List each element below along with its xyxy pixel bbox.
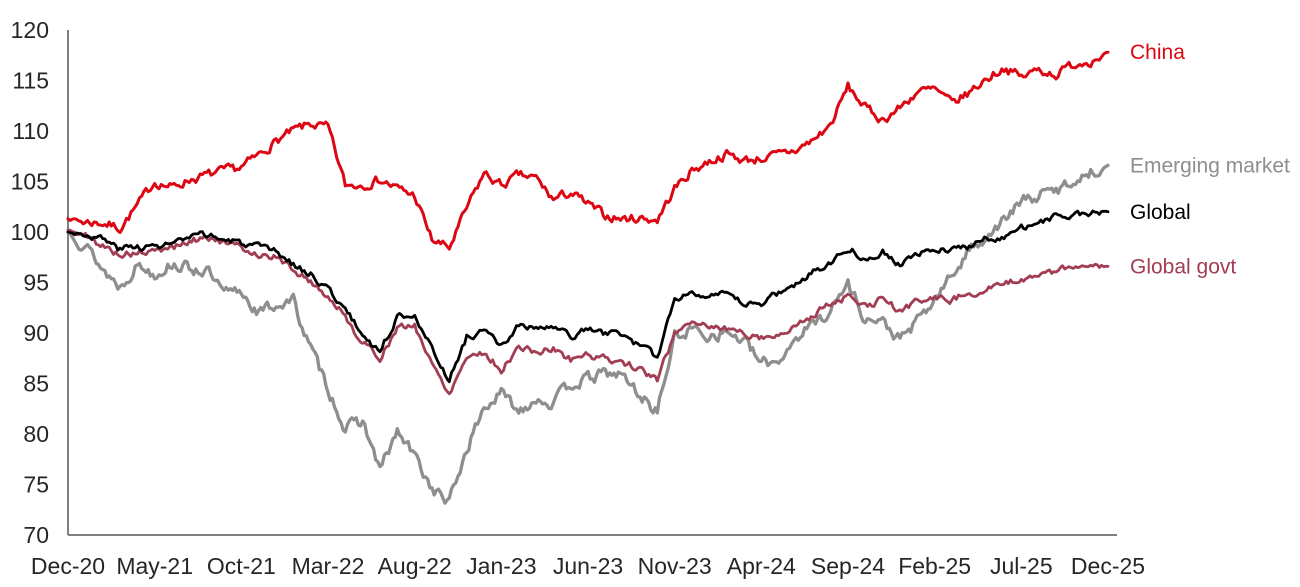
x-tick-label-sep-24: Sep-24 bbox=[811, 553, 885, 579]
y-tick-label-85: 85 bbox=[23, 371, 49, 397]
y-tick-label-100: 100 bbox=[11, 219, 49, 245]
x-tick-label-aug-22: Aug-22 bbox=[378, 553, 452, 579]
x-tick-label-oct-21: Oct-21 bbox=[207, 553, 276, 579]
series-line-global-govt bbox=[66, 228, 1110, 396]
x-tick-label-nov-23: Nov-23 bbox=[638, 553, 712, 579]
x-tick-label-may-21: May-21 bbox=[116, 553, 193, 579]
legend-label-global: Global bbox=[1130, 201, 1191, 224]
y-tick-label-75: 75 bbox=[23, 472, 49, 498]
series-line-global bbox=[66, 209, 1110, 384]
series-line-emerging-market bbox=[66, 163, 1110, 505]
x-tick-label-apr-24: Apr-24 bbox=[727, 553, 796, 579]
legend-label-global-govt: Global govt bbox=[1130, 255, 1236, 278]
y-tick-label-90: 90 bbox=[23, 320, 49, 346]
y-tick-label-70: 70 bbox=[23, 522, 49, 548]
y-tick-label-120: 120 bbox=[11, 17, 49, 43]
x-tick-label-jun-23: Jun-23 bbox=[553, 553, 623, 579]
x-tick-label-dec-20: Dec-20 bbox=[31, 553, 105, 579]
y-tick-label-110: 110 bbox=[12, 118, 49, 144]
y-tick-label-80: 80 bbox=[23, 421, 49, 447]
x-tick-label-mar-22: Mar-22 bbox=[292, 553, 365, 579]
x-tick-label-feb-25: Feb-25 bbox=[898, 553, 971, 579]
y-tick-label-105: 105 bbox=[11, 169, 49, 195]
y-tick-label-95: 95 bbox=[23, 270, 49, 296]
x-tick-label-jul-25: Jul-25 bbox=[990, 553, 1053, 579]
legend-label-china: China bbox=[1130, 41, 1185, 64]
series-line-china bbox=[66, 50, 1110, 251]
legend-label-emerging-market: Emerging market bbox=[1130, 154, 1290, 177]
y-tick-label-115: 115 bbox=[12, 68, 49, 94]
x-tick-label-jan-23: Jan-23 bbox=[466, 553, 536, 579]
x-tick-label-dec-25: Dec-25 bbox=[1071, 553, 1145, 579]
